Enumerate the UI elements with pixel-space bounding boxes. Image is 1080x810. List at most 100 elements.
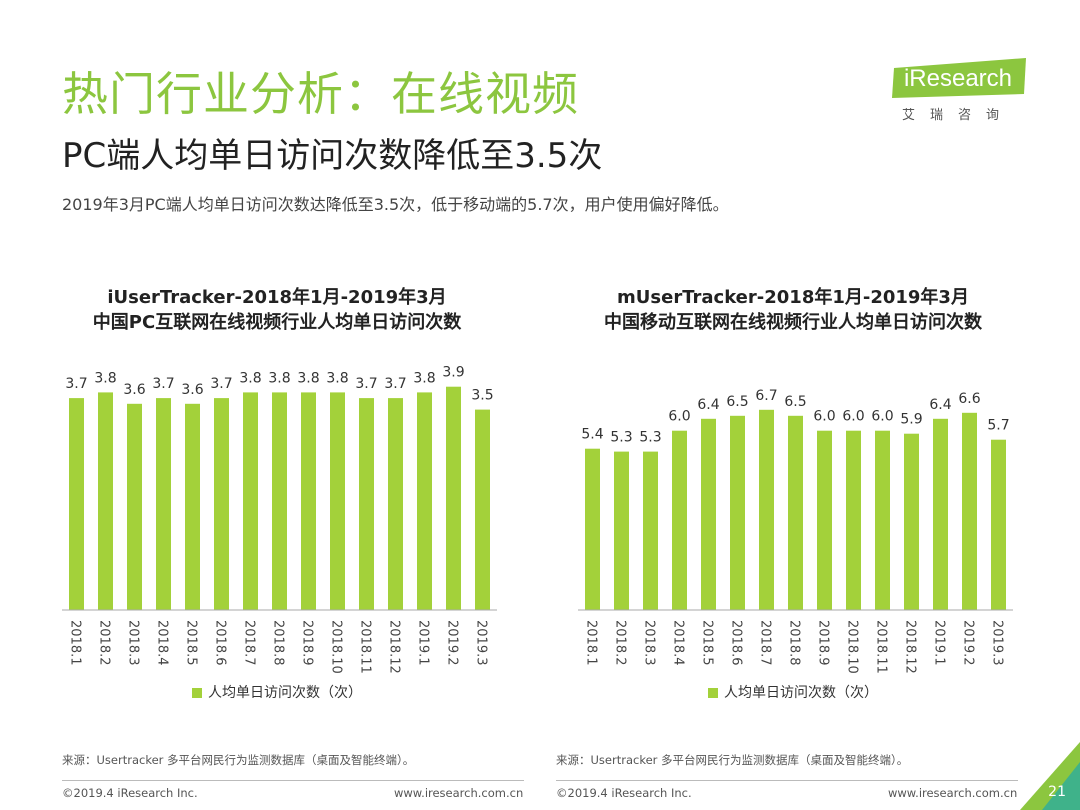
pc-chart-legend: 人均单日访问次数（次）: [42, 682, 512, 702]
bar-2018.3: [127, 403, 142, 610]
data-label-2018.1: 5.4: [581, 427, 603, 443]
tick-label-2018.4: 2018.4: [671, 620, 686, 666]
tick-label-2018.3: 2018.3: [126, 620, 141, 666]
pc-chart-plot: 3.7 2018.1 3.8 2018.2 3.6 2018.3 3.7 2018.4 3.6 2…: [62, 365, 497, 674]
tick-label-2018.9: 2018.9: [816, 620, 831, 666]
mobile-chart-subtitle: 中国移动互联网在线视频行业人均单日访问次数: [604, 312, 982, 333]
data-label-2018.2: 3.8: [94, 370, 116, 386]
data-label-2019.2: 6.6: [958, 391, 980, 407]
legend-swatch: [192, 688, 202, 698]
tick-label-2018.8: 2018.8: [787, 620, 802, 666]
data-label-2018.9: 6.0: [813, 409, 835, 425]
source-left: 来源：Usertracker 多平台网民行为监测数据库（桌面及智能终端）。: [62, 753, 415, 767]
page-description: 2019年3月PC端人均单日访问次数达降低至3.5次，低于移动端的5.7次，用户…: [62, 195, 729, 214]
bar-2019.3: [991, 439, 1006, 610]
logo-cn-text: 艾瑞咨询: [901, 108, 1014, 123]
data-label-2018.10: 6.0: [842, 409, 864, 425]
data-label-2018.11: 6.0: [871, 409, 893, 425]
tick-label-2018.11: 2018.11: [358, 620, 373, 674]
tick-label-2019.2: 2019.2: [445, 620, 460, 666]
data-label-2018.5: 6.4: [697, 397, 719, 413]
logo-brand-text: iResearch: [904, 65, 1012, 92]
data-label-2018.7: 6.7: [755, 388, 777, 404]
bar-2018.9: [817, 430, 832, 610]
data-label-2018.1: 3.7: [65, 376, 87, 392]
bar-2018.2: [614, 451, 629, 610]
bar-2018.11: [359, 398, 374, 610]
tick-label-2018.11: 2018.11: [874, 620, 889, 674]
tick-label-2018.7: 2018.7: [758, 620, 773, 666]
bar-2018.10: [846, 430, 861, 610]
bar-2018.9: [301, 392, 316, 610]
data-label-2018.5: 3.6: [181, 382, 203, 398]
data-label-2018.12: 5.9: [900, 412, 922, 428]
data-label-2019.3: 5.7: [987, 418, 1009, 434]
data-label-2019.3: 3.5: [471, 388, 493, 404]
footer-divider-right: [556, 780, 1018, 781]
data-label-2019.1: 6.4: [929, 397, 951, 413]
tick-label-2018.1: 2018.1: [584, 620, 599, 666]
bar-2019.1: [933, 418, 948, 610]
mobile-chart-legend: 人均单日访问次数（次）: [558, 682, 1028, 702]
tick-label-2018.5: 2018.5: [184, 620, 199, 666]
data-label-2018.4: 3.7: [152, 376, 174, 392]
pc-chart-subtitle: 中国PC互联网在线视频行业人均单日访问次数: [92, 312, 462, 333]
website-left: www.iresearch.com.cn: [394, 786, 524, 800]
bar-2018.12: [388, 398, 403, 610]
mobile-chart: mUserTracker-2018年1月-2019年3月 中国移动互联网在线视频…: [558, 282, 1028, 712]
mobile-chart-title: mUserTracker-2018年1月-2019年3月: [617, 287, 969, 308]
page-title: 热门行业分析：在线视频: [62, 67, 579, 121]
pc-legend-label: 人均单日访问次数（次）: [208, 685, 362, 701]
pc-chart-title: iUserTracker-2018年1月-2019年3月: [107, 287, 447, 308]
data-label-2018.6: 3.7: [210, 376, 232, 392]
bar-2018.12: [904, 433, 919, 610]
bar-2018.10: [330, 392, 345, 610]
tick-label-2018.10: 2018.10: [845, 620, 860, 674]
tick-label-2019.1: 2019.1: [416, 620, 431, 666]
tick-label-2018.12: 2018.12: [903, 620, 918, 674]
bar-2018.3: [643, 451, 658, 610]
bar-2019.3: [475, 409, 490, 610]
bar-2018.8: [788, 415, 803, 610]
data-label-2018.10: 3.8: [326, 370, 348, 386]
tick-label-2019.2: 2019.2: [961, 620, 976, 666]
data-label-2018.2: 5.3: [610, 430, 632, 446]
tick-label-2018.7: 2018.7: [242, 620, 257, 666]
tick-label-2018.4: 2018.4: [155, 620, 170, 666]
bar-2018.5: [185, 403, 200, 610]
data-label-2018.4: 6.0: [668, 409, 690, 425]
data-label-2018.3: 3.6: [123, 382, 145, 398]
corner-decoration: [1020, 742, 1080, 810]
legend-swatch: [708, 688, 718, 698]
page-number: 21: [1048, 784, 1066, 800]
bar-2019.2: [962, 412, 977, 610]
pc-chart: iUserTracker-2018年1月-2019年3月 中国PC互联网在线视频…: [42, 282, 512, 712]
tick-label-2018.6: 2018.6: [213, 620, 228, 666]
data-label-2018.11: 3.7: [355, 376, 377, 392]
tick-label-2018.8: 2018.8: [271, 620, 286, 666]
bar-2019.1: [417, 392, 432, 610]
bar-2018.7: [243, 392, 258, 610]
data-label-2018.9: 3.8: [297, 370, 319, 386]
bar-2018.11: [875, 430, 890, 610]
bar-2018.4: [156, 398, 171, 610]
tick-label-2018.9: 2018.9: [300, 620, 315, 666]
source-right: 来源：Usertracker 多平台网民行为监测数据库（桌面及智能终端）。: [556, 753, 909, 767]
bar-2018.1: [585, 448, 600, 610]
iresearch-logo-mark: iResearch: [892, 58, 1026, 98]
iresearch-logo: iResearch: [888, 58, 1028, 128]
tick-label-2018.6: 2018.6: [729, 620, 744, 666]
website-right: www.iresearch.com.cn: [888, 786, 1018, 800]
copyright-right: ©2019.4 iResearch Inc.: [556, 786, 692, 800]
bar-2018.5: [701, 418, 716, 610]
footer-divider-left: [62, 780, 524, 781]
bar-2018.1: [69, 398, 84, 610]
tick-label-2019.1: 2019.1: [932, 620, 947, 666]
bar-2018.6: [214, 398, 229, 610]
data-label-2018.3: 5.3: [639, 430, 661, 446]
data-label-2018.8: 6.5: [784, 394, 806, 410]
tick-label-2018.5: 2018.5: [700, 620, 715, 666]
mobile-legend-label: 人均单日访问次数（次）: [724, 685, 878, 701]
bar-2018.4: [672, 430, 687, 610]
data-label-2019.1: 3.8: [413, 370, 435, 386]
